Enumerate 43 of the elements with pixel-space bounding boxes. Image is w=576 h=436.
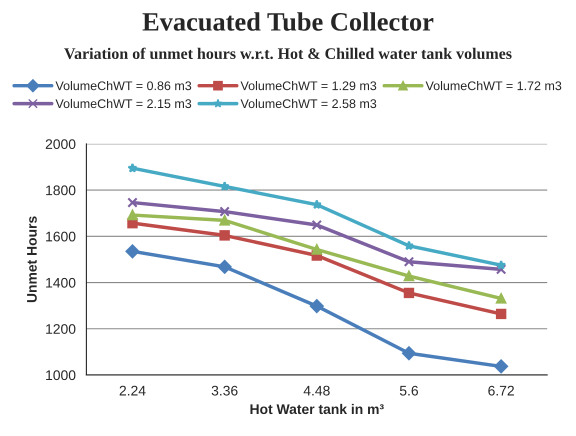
point (404, 270, 414, 282)
point (404, 256, 414, 267)
y-tick-label: 1200 (46, 324, 76, 334)
x-axis-title: Hot Water tank in m³ (250, 404, 384, 414)
point (496, 293, 506, 304)
point (496, 308, 506, 320)
legend-label: VolumeChWT = 0.86 m3 (55, 81, 192, 90)
y-tick-label: 1800 (46, 185, 76, 196)
legend-label: VolumeChWT = 1.29 m3 (240, 81, 376, 90)
y-axis-title: Unmet Hours (27, 216, 37, 302)
y-tick-label: 2000 (46, 139, 76, 150)
legend-label: VolumeChWT = 2.58 m3 (240, 98, 376, 108)
point (310, 299, 324, 314)
y-tick-label: 1400 (46, 278, 76, 288)
point (220, 181, 230, 191)
point (404, 240, 414, 250)
point (312, 199, 322, 210)
x-tick-label: 3.36 (212, 386, 238, 396)
point (312, 244, 322, 255)
point (219, 230, 230, 241)
point (218, 260, 232, 274)
point (126, 244, 140, 258)
point (219, 206, 230, 217)
point (496, 260, 506, 270)
point (494, 359, 508, 374)
x-tick-label: 6.72 (488, 386, 514, 396)
point (402, 346, 416, 360)
point (312, 220, 322, 230)
legend-label: VolumeChWT = 1.72 m3 (426, 81, 562, 90)
point (127, 162, 138, 173)
legend-label: VolumeChWT = 2.15 m3 (55, 98, 192, 108)
x-tick-label: 5.6 (400, 386, 418, 396)
point (127, 210, 138, 220)
point (496, 264, 506, 275)
y-tick-label: 1600 (46, 232, 76, 242)
point (219, 215, 230, 226)
x-tick-label: 2.24 (120, 386, 146, 396)
chart-subtitle: Variation of unmet hours w.r.t. Hot & Chilled water tank volumes (64, 48, 512, 60)
point (404, 288, 414, 298)
y-tick-label: 1000 (46, 370, 76, 380)
chart-title: Evacuated Tube Collector (142, 12, 434, 31)
point (127, 197, 138, 208)
x-tick-label: 4.48 (304, 386, 330, 396)
